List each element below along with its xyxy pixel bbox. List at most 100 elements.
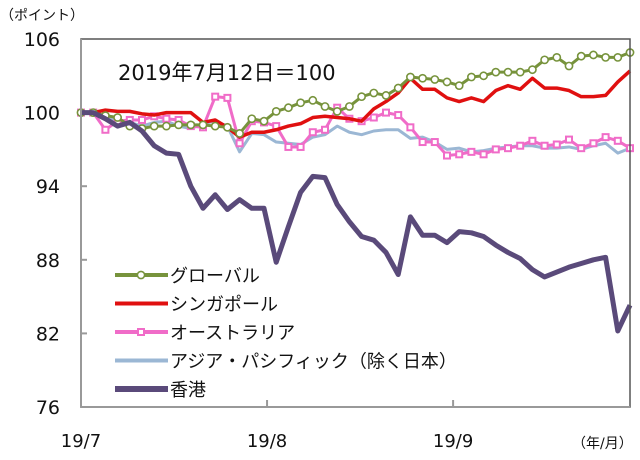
data-point	[381, 91, 391, 100]
data-point	[283, 103, 293, 113]
data-point	[320, 102, 330, 111]
data-point	[369, 113, 378, 122]
data-point	[430, 138, 439, 147]
data-point	[577, 144, 586, 153]
data-point	[223, 93, 232, 102]
legend-item: グローバル	[115, 266, 260, 287]
y-tick-label: 106	[24, 29, 60, 51]
data-point	[308, 95, 318, 105]
x-tick-label: 19/9	[433, 431, 473, 452]
y-tick-label: 76	[36, 397, 60, 419]
series-line	[81, 110, 633, 334]
data-point	[284, 142, 293, 151]
x-unit-label: （年/月）	[572, 436, 633, 452]
data-point	[344, 102, 354, 111]
data-point	[442, 77, 452, 87]
data-point	[589, 50, 598, 60]
series-4	[81, 110, 633, 334]
series-line	[81, 69, 632, 139]
data-point	[576, 51, 586, 61]
legend-label: オーストラリア	[170, 323, 295, 344]
data-point	[564, 61, 574, 71]
data-point	[174, 120, 183, 130]
data-point	[321, 125, 329, 134]
data-point	[382, 108, 390, 117]
y-tick-label: 82	[36, 323, 60, 345]
series-1	[81, 69, 632, 139]
data-point	[332, 106, 342, 116]
legend-label: シンガポール	[170, 295, 278, 316]
data-point	[235, 139, 244, 148]
data-point	[540, 141, 549, 150]
data-point	[565, 135, 573, 144]
data-point	[394, 111, 403, 120]
data-point	[589, 139, 598, 148]
data-point	[271, 106, 281, 116]
data-point	[467, 147, 476, 156]
data-point	[296, 142, 305, 151]
legend-item: オーストラリア	[115, 323, 295, 344]
x-tick-label: 19/7	[61, 431, 101, 452]
data-point	[247, 114, 257, 124]
data-point	[516, 141, 525, 150]
y-tick-label: 100	[24, 103, 60, 125]
data-point	[430, 75, 440, 84]
data-point	[113, 113, 122, 122]
data-point	[418, 73, 427, 83]
data-point	[210, 121, 220, 131]
data-point	[418, 138, 427, 147]
data-point	[198, 120, 208, 130]
data-point	[479, 150, 488, 159]
legend-label: 香港	[170, 380, 206, 401]
y-unit-label: （ポイント）	[0, 8, 84, 24]
data-point	[149, 121, 159, 131]
data-point	[357, 92, 366, 102]
data-point	[504, 144, 512, 153]
data-point	[369, 88, 379, 98]
chart-annotation: 2019年7月12日＝100	[118, 61, 336, 85]
data-point	[308, 128, 317, 137]
legend-item: シンガポール	[115, 295, 278, 316]
data-point	[552, 53, 562, 62]
data-point	[222, 122, 232, 132]
data-point	[528, 65, 537, 75]
data-point	[491, 145, 500, 154]
legend-item: 香港	[115, 380, 206, 401]
data-point	[296, 98, 305, 108]
data-point	[503, 67, 513, 77]
data-point	[515, 67, 525, 77]
y-tick-label: 88	[36, 250, 60, 272]
data-point	[393, 83, 403, 93]
data-point	[162, 114, 171, 123]
data-point	[443, 151, 451, 160]
data-point	[211, 92, 220, 101]
legend-item: アジア・パシフィック（除く日本）	[115, 352, 457, 373]
series-line	[81, 111, 631, 155]
data-point	[552, 140, 561, 149]
x-tick-label: 19/8	[247, 431, 287, 452]
data-point	[405, 72, 415, 82]
data-point	[491, 67, 501, 77]
data-point	[235, 129, 244, 138]
legend-label: グローバル	[170, 266, 260, 287]
data-point	[613, 53, 623, 62]
legend-marker	[137, 328, 145, 336]
data-point	[601, 133, 610, 142]
data-point	[479, 71, 488, 81]
data-point	[466, 72, 476, 82]
series-0	[76, 48, 635, 138]
series-line	[81, 51, 631, 135]
data-point	[138, 115, 146, 124]
data-point	[528, 136, 537, 145]
data-point	[186, 120, 196, 130]
data-point	[454, 81, 464, 91]
data-point	[613, 136, 622, 145]
legend-label: アジア・パシフィック（除く日本）	[170, 352, 457, 373]
data-point	[406, 123, 415, 132]
data-point	[259, 116, 269, 126]
y-tick-label: 94	[36, 176, 60, 198]
data-point	[101, 125, 110, 134]
data-point	[455, 150, 464, 159]
data-point	[161, 121, 171, 131]
